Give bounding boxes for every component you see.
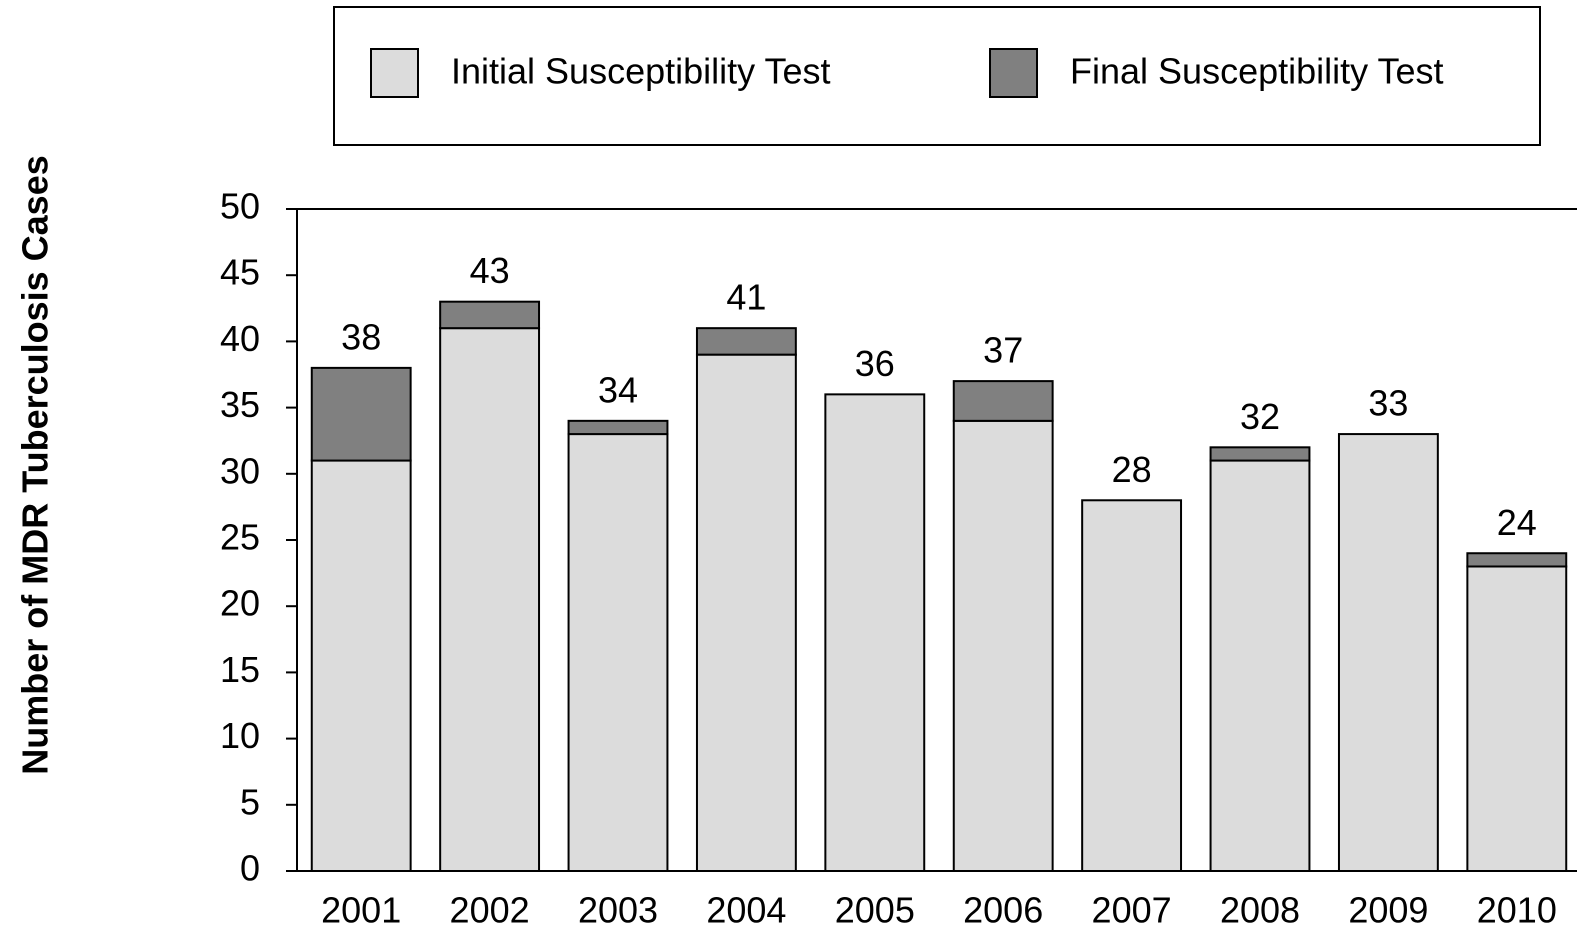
y-axis-title: Number of MDR Tuberculosis Cases (15, 155, 56, 774)
y-tick-label: 10 (220, 715, 260, 756)
x-tick-label: 2004 (706, 890, 786, 931)
legend-swatch (989, 48, 1038, 98)
y-tick-label: 35 (220, 384, 260, 425)
total-label: 34 (598, 369, 638, 410)
bar-segment (310, 366, 412, 462)
y-tick-label: 20 (220, 583, 260, 624)
x-tick-label: 2008 (1220, 890, 1300, 931)
y-tick-label: 40 (220, 318, 260, 359)
bar-segment (695, 327, 797, 356)
bar-segment (1081, 499, 1183, 872)
bar-segment (439, 300, 541, 330)
y-tick-label: 25 (220, 517, 260, 558)
x-tick-label: 2006 (963, 890, 1043, 931)
total-label: 36 (855, 343, 895, 384)
x-tick-label: 2007 (1092, 890, 1172, 931)
legend-swatch (370, 48, 419, 98)
bar-segment (952, 380, 1054, 422)
bar-segment (824, 393, 926, 872)
y-tick-label: 0 (240, 848, 260, 889)
total-label: 33 (1368, 383, 1408, 424)
total-label: 38 (341, 316, 381, 357)
x-tick-label: 2009 (1348, 890, 1428, 931)
x-tick-label: 2002 (450, 890, 530, 931)
bar-segment (1209, 459, 1311, 872)
legend-box (333, 6, 1541, 146)
y-tick-label: 45 (220, 252, 260, 293)
bar-segment (1466, 565, 1568, 872)
total-label: 43 (470, 250, 510, 291)
bar-segment (1209, 446, 1311, 462)
total-label: 37 (983, 330, 1023, 371)
y-tick-label: 30 (220, 450, 260, 491)
bar-segment (567, 433, 669, 872)
bar-segment (1466, 552, 1568, 568)
bar-segment (439, 327, 541, 873)
x-tick-label: 2005 (835, 890, 915, 931)
bar-segment (1337, 433, 1439, 872)
bar-segment (310, 459, 412, 872)
bar-segment (952, 419, 1054, 872)
total-label: 41 (726, 277, 766, 318)
total-label: 28 (1112, 449, 1152, 490)
total-label: 24 (1497, 502, 1537, 543)
bar-segment (567, 419, 669, 436)
x-tick-label: 2001 (321, 890, 401, 931)
bar-segment (695, 353, 797, 872)
x-tick-label: 2003 (578, 890, 658, 931)
legend-label: Final Susceptibility Test (1070, 51, 1444, 92)
x-tick-label: 2010 (1477, 890, 1557, 931)
total-label: 32 (1240, 396, 1280, 437)
y-tick-label: 5 (240, 781, 260, 822)
legend-label: Initial Susceptibility Test (451, 51, 831, 92)
y-tick-label: 50 (220, 186, 260, 227)
y-tick-label: 15 (220, 649, 260, 690)
